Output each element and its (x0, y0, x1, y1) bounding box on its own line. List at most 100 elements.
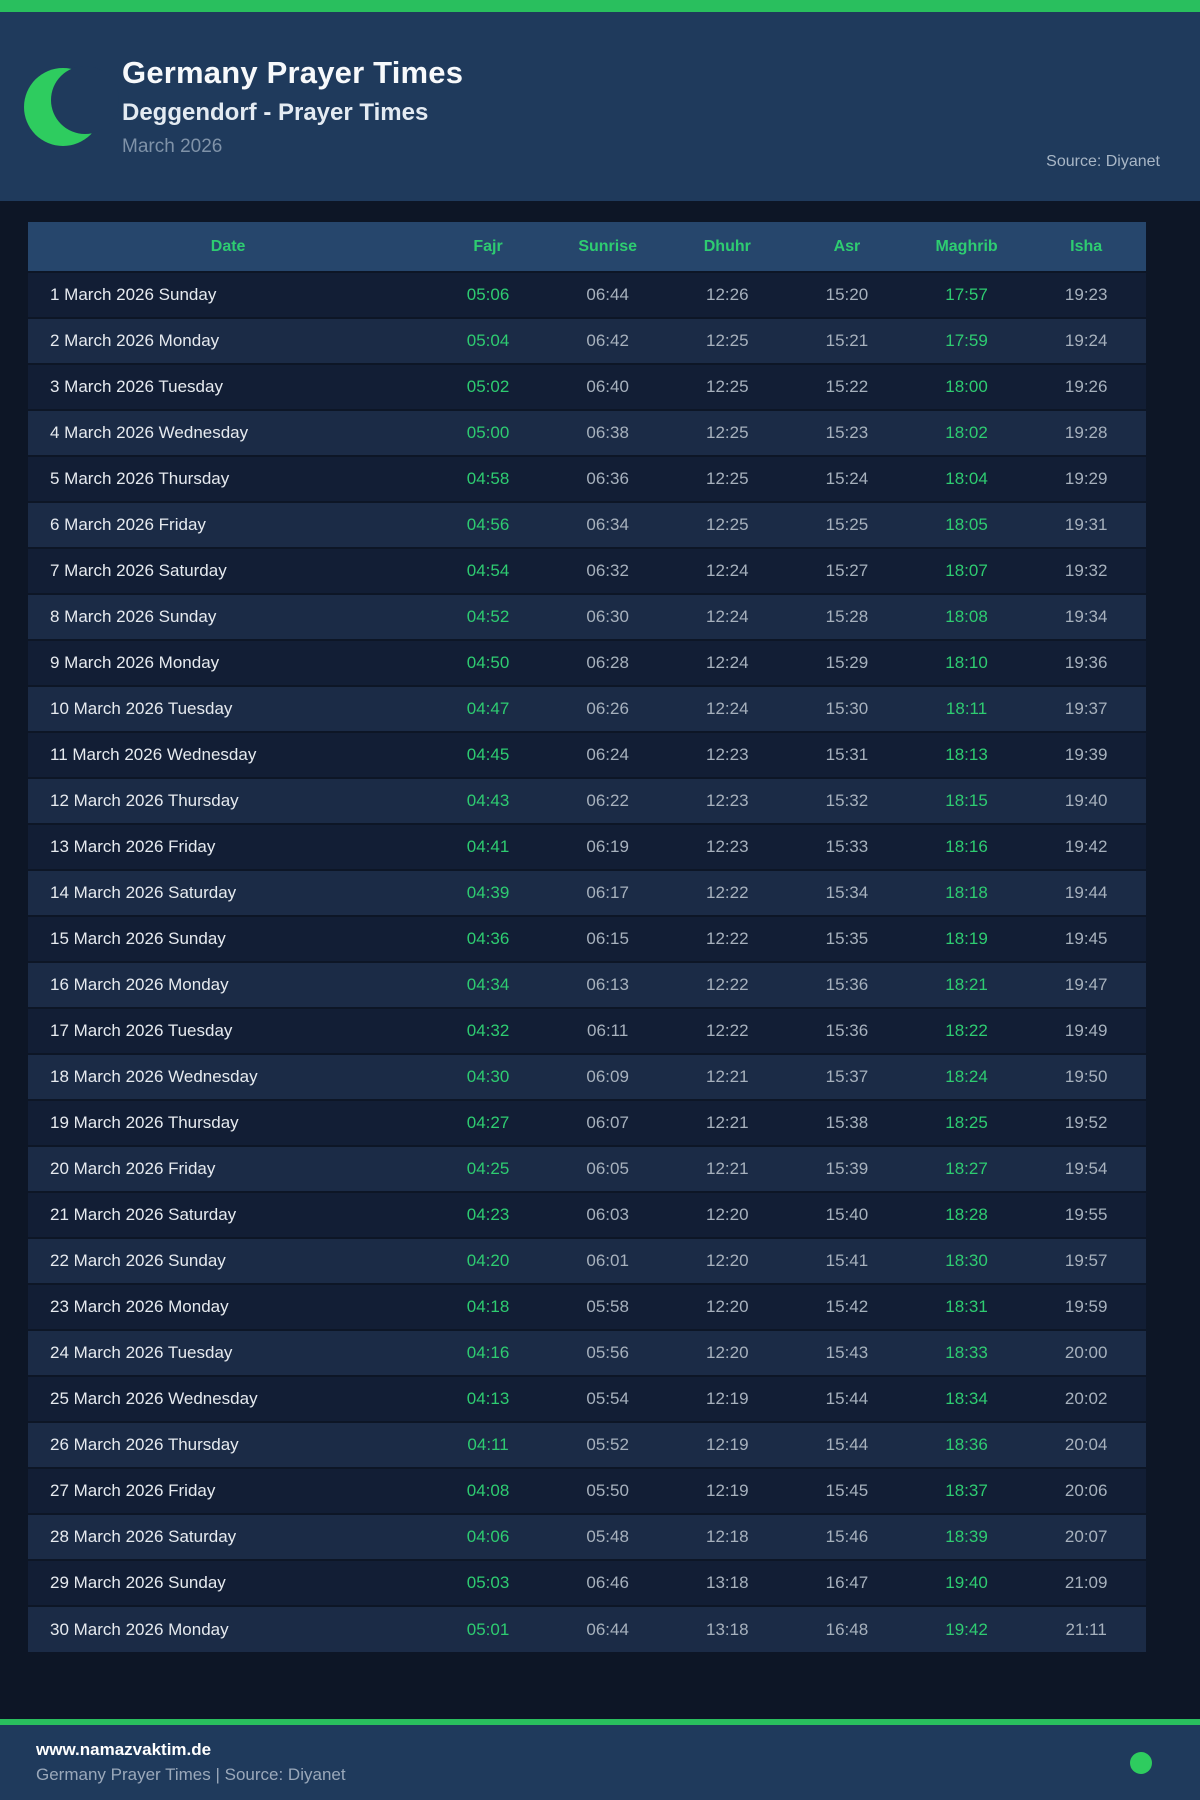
sunrise-cell: 06:22 (547, 777, 668, 824)
website-link[interactable]: www.namazvaktim.de (36, 1740, 212, 1759)
fajr-cell: 04:39 (428, 869, 548, 916)
sunrise-cell: 06:36 (547, 455, 668, 502)
table-row: 18 March 2026 Wednesday 04:30 06:09 12:21 15… (28, 1053, 1146, 1100)
isha-cell: 19:55 (1026, 1191, 1146, 1238)
date-cell: 22 March 2026 Sunday (28, 1237, 429, 1284)
sunrise-cell: 06:17 (547, 869, 668, 916)
fajr-cell: 04:20 (428, 1237, 548, 1284)
asr-cell: 15:30 (787, 685, 907, 732)
dhuhr-cell: 13:18 (667, 1559, 788, 1606)
asr-cell: 15:23 (787, 409, 907, 456)
maghrib-cell: 18:36 (906, 1421, 1027, 1468)
fajr-cell: 04:16 (428, 1329, 548, 1376)
maghrib-cell: 18:10 (906, 639, 1027, 686)
sunrise-cell: 06:38 (547, 409, 668, 456)
dhuhr-cell: 12:25 (667, 455, 788, 502)
dhuhr-cell: 12:25 (667, 409, 788, 456)
sunrise-cell: 05:50 (547, 1467, 668, 1514)
asr-cell: 15:38 (787, 1099, 907, 1146)
fajr-cell: 04:43 (428, 777, 548, 824)
page-title: Germany Prayer Times (122, 55, 464, 90)
column-header-date: Date (28, 222, 429, 272)
isha-cell: 19:31 (1026, 501, 1146, 548)
table-row: 7 March 2026 Saturday 04:54 06:32 12:24 15:2… (28, 547, 1146, 594)
dhuhr-cell: 12:22 (667, 961, 788, 1008)
maghrib-cell: 18:30 (906, 1237, 1027, 1284)
month-label: March 2026 (122, 136, 223, 157)
maghrib-cell: 18:13 (906, 731, 1027, 778)
column-header-fajr: Fajr (428, 222, 548, 272)
asr-cell: 15:34 (787, 869, 907, 916)
fajr-cell: 04:11 (428, 1421, 548, 1468)
fajr-cell: 05:02 (428, 363, 548, 410)
isha-cell: 19:52 (1026, 1099, 1146, 1146)
date-cell: 2 March 2026 Monday (28, 317, 429, 364)
content-spacer (0, 1652, 1200, 1719)
date-cell: 14 March 2026 Saturday (28, 869, 429, 916)
isha-cell: 19:32 (1026, 547, 1146, 594)
date-cell: 21 March 2026 Saturday (28, 1191, 429, 1238)
dhuhr-cell: 12:24 (667, 593, 788, 640)
table-row: 13 March 2026 Friday 04:41 06:19 12:23 15:33… (28, 823, 1146, 870)
maghrib-cell: 18:08 (906, 593, 1027, 640)
fajr-cell: 04:27 (428, 1099, 548, 1146)
asr-cell: 15:36 (787, 1007, 907, 1054)
asr-cell: 15:21 (787, 317, 907, 364)
sunrise-cell: 05:52 (547, 1421, 668, 1468)
fajr-cell: 05:01 (428, 1605, 548, 1652)
maghrib-cell: 17:59 (906, 317, 1027, 364)
table-row: 10 March 2026 Tuesday 04:47 06:26 12:24 15:3… (28, 685, 1146, 732)
sunrise-cell: 06:28 (547, 639, 668, 686)
column-header-dhuhr: Dhuhr (667, 222, 788, 272)
fajr-cell: 04:34 (428, 961, 548, 1008)
table-row: 2 March 2026 Monday 05:04 06:42 12:25 15:21 1… (28, 317, 1146, 364)
sunrise-cell: 06:05 (547, 1145, 668, 1192)
table-row: 1 March 2026 Sunday 05:06 06:44 12:26 15:20 1… (28, 271, 1146, 318)
sunrise-cell: 06:44 (547, 271, 668, 318)
prayer-times-table: Date Fajr Sunrise Dhuhr Asr Maghrib Isha… (28, 222, 1146, 1652)
asr-cell: 15:33 (787, 823, 907, 870)
asr-cell: 15:44 (787, 1421, 907, 1468)
fajr-cell: 04:50 (428, 639, 548, 686)
crescent-moon-icon (24, 65, 119, 146)
date-cell: 24 March 2026 Tuesday (28, 1329, 429, 1376)
dhuhr-cell: 12:20 (667, 1329, 788, 1376)
table-row: 14 March 2026 Saturday 04:39 06:17 12:22 15:… (28, 869, 1146, 916)
maghrib-cell: 18:16 (906, 823, 1027, 870)
table-row: 22 March 2026 Sunday 04:20 06:01 12:20 15:41… (28, 1237, 1146, 1284)
isha-cell: 19:24 (1026, 317, 1146, 364)
table-row: 15 March 2026 Sunday 04:36 06:15 12:22 15:35… (28, 915, 1146, 962)
green-dot-icon (1130, 1751, 1152, 1774)
dhuhr-cell: 12:24 (667, 685, 788, 732)
date-cell: 19 March 2026 Thursday (28, 1099, 429, 1146)
table-row: 3 March 2026 Tuesday 05:02 06:40 12:25 15:22… (28, 363, 1146, 410)
dhuhr-cell: 12:22 (667, 1007, 788, 1054)
isha-cell: 19:40 (1026, 777, 1146, 824)
dhuhr-cell: 12:20 (667, 1191, 788, 1238)
sunrise-cell: 06:40 (547, 363, 668, 410)
asr-cell: 15:24 (787, 455, 907, 502)
table-row: 8 March 2026 Sunday 04:52 06:30 12:24 15:28 1… (28, 593, 1146, 640)
isha-cell: 20:00 (1026, 1329, 1146, 1376)
asr-cell: 15:37 (787, 1053, 907, 1100)
fajr-cell: 05:06 (428, 271, 548, 318)
maghrib-cell: 18:04 (906, 455, 1027, 502)
date-cell: 12 March 2026 Thursday (28, 777, 429, 824)
sunrise-cell: 06:03 (547, 1191, 668, 1238)
date-cell: 3 March 2026 Tuesday (28, 363, 429, 410)
date-cell: 20 March 2026 Friday (28, 1145, 429, 1192)
isha-cell: 19:39 (1026, 731, 1146, 778)
asr-cell: 15:31 (787, 731, 907, 778)
maghrib-cell: 18:39 (906, 1513, 1027, 1560)
date-cell: 17 March 2026 Tuesday (28, 1007, 429, 1054)
maghrib-cell: 18:21 (906, 961, 1027, 1008)
maghrib-cell: 18:07 (906, 547, 1027, 594)
asr-cell: 15:43 (787, 1329, 907, 1376)
asr-cell: 15:25 (787, 501, 907, 548)
sunrise-cell: 06:42 (547, 317, 668, 364)
maghrib-cell: 19:40 (906, 1559, 1027, 1606)
dhuhr-cell: 12:21 (667, 1099, 788, 1146)
date-cell: 26 March 2026 Thursday (28, 1421, 429, 1468)
dhuhr-cell: 12:25 (667, 363, 788, 410)
maghrib-cell: 18:28 (906, 1191, 1027, 1238)
